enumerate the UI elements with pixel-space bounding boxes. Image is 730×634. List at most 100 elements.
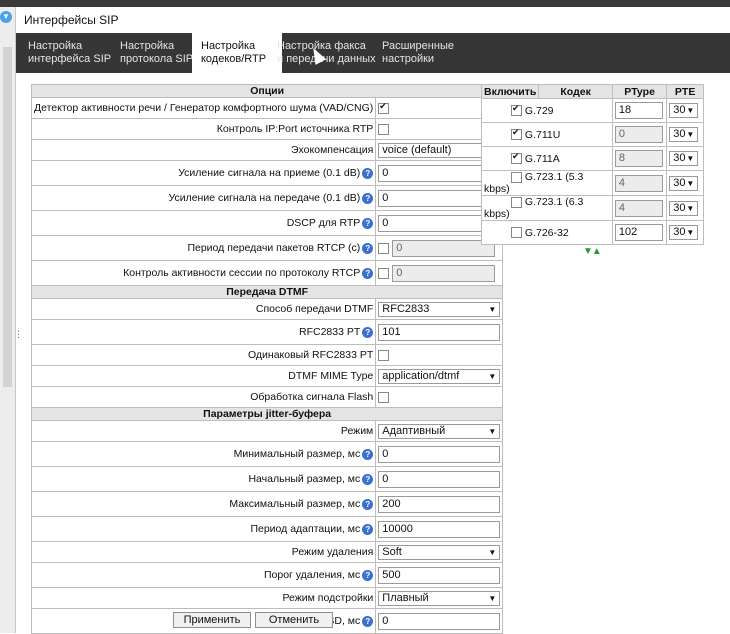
jitter-mode-select[interactable]: Адаптивный ▼ <box>378 423 501 439</box>
jitter-min-label: Минимальный размер, мс <box>233 448 361 460</box>
rfc2833-pt-label: RFC2833 PT <box>299 326 361 338</box>
col-enable-header: Включить <box>480 84 540 99</box>
jitter-vbd-input[interactable]: 0 <box>378 612 501 630</box>
jitter-init-label: Начальный размер, мс <box>248 473 361 485</box>
tx-gain-label: Усиление сигнала на передаче (0.1 dB) <box>168 192 361 204</box>
left-scrollbar[interactable] <box>3 47 12 387</box>
rtp-ipport-checkbox[interactable] <box>378 123 390 135</box>
jitter-max-input[interactable]: 200 <box>378 495 501 513</box>
chevron-down-icon[interactable]: ▼ <box>0 11 12 23</box>
rtcp-period-label: Период передачи пакетов RTCP (с) <box>187 242 361 254</box>
select-arrow-icon: ▼ <box>488 304 497 314</box>
help-icon[interactable]: ? <box>362 326 374 338</box>
vad-label: Детектор активности речи / Генератор ком… <box>30 97 377 119</box>
rfc2833-pt-input[interactable]: 101 <box>378 323 501 341</box>
tab-bar: Настройка интерфейса SIP Настройка протоко… <box>16 33 730 73</box>
codec-enable-checkbox[interactable] <box>511 196 522 208</box>
dscp-label: DSCP для RTP <box>286 217 361 229</box>
codec-enable-checkbox[interactable] <box>511 227 522 239</box>
jitter-adapt-label: Период адаптации, мс <box>250 523 361 535</box>
rtcp-period-input[interactable]: 0 <box>392 239 496 257</box>
help-icon[interactable]: ? <box>362 498 374 510</box>
select-arrow-icon: ▼ <box>686 203 695 213</box>
help-icon[interactable]: ? <box>362 523 374 535</box>
table-row: G.723.1 (5.3 kbps) 4 30 ▼ <box>481 170 704 196</box>
help-icon[interactable]: ? <box>362 192 374 204</box>
flash-checkbox[interactable] <box>378 391 390 403</box>
table-row: G.729 18 30▼ <box>481 98 704 123</box>
codec-ptype-input[interactable]: 18 <box>614 102 663 119</box>
help-icon[interactable]: ? <box>362 473 374 485</box>
top-bar <box>0 0 730 7</box>
codec-ptype-input[interactable]: 8 <box>614 150 663 167</box>
jitter-adapt-input[interactable]: 10000 <box>378 520 501 538</box>
jitter-threshold-input[interactable]: 500 <box>378 566 501 584</box>
rx-gain-label: Усиление сигнала на приеме (0.1 dB) <box>178 167 361 179</box>
select-arrow-icon: ▼ <box>488 547 497 557</box>
jitter-delete-label: Режим удаления <box>30 541 377 563</box>
echo-select[interactable]: voice (default)▼ <box>378 142 501 158</box>
section-options-header: Опции <box>30 84 504 98</box>
help-icon[interactable]: ? <box>362 242 374 254</box>
table-row: G.723.1 (6.3 kbps) 4 30 ▼ <box>481 195 704 221</box>
splitter-handle-icon[interactable]: ⋮ <box>14 329 23 339</box>
jitter-tune-select[interactable]: Плавный ▼ <box>378 590 501 606</box>
tab-sip-interface[interactable]: Настройка интерфейса SIP <box>28 40 112 65</box>
codec-enable-checkbox[interactable] <box>511 127 522 141</box>
codec-ptype-input[interactable]: 0 <box>614 126 663 143</box>
select-arrow-icon: ▼ <box>686 106 695 115</box>
rx-gain-input[interactable]: 0 <box>378 164 501 182</box>
apply-button[interactable]: Применить <box>173 612 251 628</box>
cancel-button[interactable]: Отменить <box>255 612 333 628</box>
help-icon[interactable]: ? <box>362 448 374 460</box>
same-pt-checkbox[interactable] <box>378 349 390 361</box>
help-icon[interactable]: ? <box>362 267 374 279</box>
echo-label: Эхокомпенсация <box>30 139 377 161</box>
rtp-ipport-label: Контроль IP:Port источника RTP <box>30 118 377 140</box>
codec-ptype-input[interactable]: 4 <box>614 199 663 217</box>
codec-name: G.723.1 (6.3 kbps) <box>484 196 584 220</box>
reorder-arrows-icon[interactable]: ▼▲ <box>583 246 602 257</box>
tab-codecs-rtp[interactable]: Настройка кодеков/RTP <box>192 33 282 73</box>
help-icon[interactable]: ? <box>362 167 374 179</box>
codec-enable-checkbox[interactable] <box>511 151 522 165</box>
select-arrow-icon: ▼ <box>488 426 497 436</box>
codec-enable-checkbox[interactable] <box>511 103 522 117</box>
jitter-threshold-label: Порог удаления, мс <box>263 569 361 581</box>
dtmf-mime-label: DTMF MIME Type <box>30 365 377 387</box>
tab-sip-protocol[interactable]: Настройка протокола SIP <box>120 40 194 65</box>
options-table: Опции Детектор активности речи / Генерат… <box>30 84 504 634</box>
codec-pte-select[interactable]: 30 ▼ <box>669 175 699 191</box>
tab-fax-data[interactable]: Настройка факса и передачи данных <box>277 40 376 65</box>
codec-pte-select[interactable]: 30 ▼ <box>669 103 699 118</box>
rtcp-control-input[interactable]: 0 <box>392 264 496 282</box>
help-icon[interactable]: ? <box>362 217 374 229</box>
dtmf-mime-select[interactable]: application/dtmf ▼ <box>378 368 501 384</box>
select-arrow-icon: ▼ <box>686 154 695 163</box>
codec-ptype-input[interactable]: 102 <box>614 224 663 241</box>
rtcp-control-checkbox[interactable] <box>378 267 390 279</box>
window-title: Интерфейсы SIP <box>24 13 119 27</box>
help-icon[interactable]: ? <box>362 569 374 581</box>
tx-gain-input[interactable]: 0 <box>378 189 501 207</box>
dtmf-method-select[interactable]: RFC2833 ▼ <box>378 301 501 317</box>
select-arrow-icon: ▼ <box>686 130 695 139</box>
jitter-delete-select[interactable]: Soft ▼ <box>378 544 501 560</box>
select-arrow-icon: ▼ <box>686 178 695 188</box>
codec-pte-select[interactable]: 30 ▼ <box>669 200 699 216</box>
tab-advanced[interactable]: Расширенные настройки <box>382 40 454 65</box>
select-arrow-icon: ▼ <box>686 228 695 237</box>
codec-pte-select[interactable]: 30 ▼ <box>669 127 699 142</box>
jitter-init-input[interactable]: 0 <box>378 470 501 488</box>
codec-pte-select[interactable]: 30 ▼ <box>669 225 699 240</box>
codec-pte-select[interactable]: 30 ▼ <box>669 151 699 166</box>
jitter-tune-label: Режим подстройки <box>30 587 377 609</box>
rtcp-period-checkbox[interactable] <box>378 242 390 254</box>
codec-enable-checkbox[interactable] <box>511 171 522 183</box>
section-jitter-header: Параметры jitter-буфера <box>30 407 504 421</box>
jitter-min-input[interactable]: 0 <box>378 445 501 463</box>
codec-ptype-input[interactable]: 4 <box>614 174 663 192</box>
left-panel: ▼ ⋮ <box>0 7 23 633</box>
vad-checkbox[interactable] <box>378 101 390 114</box>
help-icon[interactable]: ? <box>362 615 374 627</box>
